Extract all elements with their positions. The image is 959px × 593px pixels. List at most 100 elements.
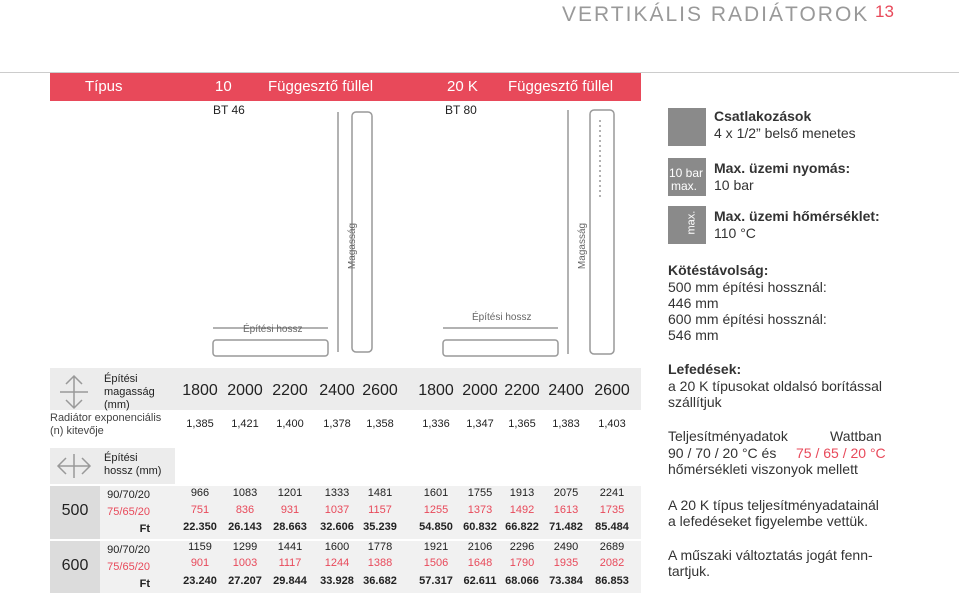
section-key-bg xyxy=(50,486,100,539)
icon-box xyxy=(668,108,706,146)
info-text: a 20 K típusokat oldalsó borítással xyxy=(668,378,883,394)
height-value: 2600 xyxy=(594,382,630,399)
cell-value: 1037 xyxy=(324,504,350,516)
cell-value: 2106 xyxy=(467,541,493,553)
exponent-value: 1,347 xyxy=(466,418,494,430)
exponent-value: 1,383 xyxy=(552,418,580,430)
row-label: Építési hossz (mm) xyxy=(104,452,162,478)
cell-value: 1299 xyxy=(232,541,258,553)
section-length: 500 xyxy=(61,502,89,519)
page-title: VERTIKÁLIS RADIÁTOROK xyxy=(562,3,870,26)
row-condition: 75/65/20 xyxy=(107,506,150,518)
dimension-label: Magasság xyxy=(577,222,589,270)
icon-box xyxy=(668,206,706,244)
cell-value: 68.066 xyxy=(505,575,539,587)
radiator-side xyxy=(351,111,373,353)
section-length: 600 xyxy=(61,557,89,574)
cell-value: 33.928 xyxy=(320,575,354,587)
cell-value: 2490 xyxy=(553,541,579,553)
info-title: Lefedések: xyxy=(668,361,742,377)
row-label: Építési magasság (mm) xyxy=(104,373,155,412)
top-rule xyxy=(0,72,959,73)
dimension-label: Magasság xyxy=(347,222,359,270)
cell-value: 22.350 xyxy=(183,521,217,533)
cell-value: 1157 xyxy=(368,504,392,516)
info-note: A 20 K típus teljesítményadatainál xyxy=(668,497,879,513)
cell-value: 1244 xyxy=(324,557,350,569)
icon-text: max. xyxy=(671,179,698,193)
info-text: 10 bar xyxy=(714,177,754,193)
cell-value: 23.240 xyxy=(183,575,217,587)
section-bg xyxy=(50,541,641,593)
height-value: 2000 xyxy=(227,382,263,399)
row-condition: 90/70/20 xyxy=(107,489,150,501)
height-value: 1800 xyxy=(182,382,218,399)
cell-value: 1755 xyxy=(467,487,493,499)
exponent-value: 1,385 xyxy=(186,418,214,430)
cell-value: 1778 xyxy=(367,541,393,553)
cell-value: 1441 xyxy=(277,541,303,553)
cell-value: 901 xyxy=(190,557,210,569)
section-key-bg xyxy=(50,541,100,593)
exponent-value: 1,358 xyxy=(366,418,394,430)
row-condition: 90/70/20 xyxy=(107,544,150,556)
info-title: Max. üzemi nyomás: xyxy=(714,160,851,176)
icon-text: 10 bar xyxy=(669,166,704,180)
cell-value: 85.484 xyxy=(595,521,629,533)
cell-value: 1600 xyxy=(324,541,350,553)
height-value: 2200 xyxy=(272,382,308,399)
arrow-icon xyxy=(60,374,88,410)
arrow-icon xyxy=(56,454,92,478)
radiator-front xyxy=(212,339,329,357)
cell-value: 57.317 xyxy=(419,575,453,587)
type-code: 10 xyxy=(215,78,232,95)
section-bg xyxy=(50,486,641,539)
info-text: 546 mm xyxy=(668,327,719,343)
cell-value: 1601 xyxy=(423,487,449,499)
cell-value: 1913 xyxy=(509,487,535,499)
cell-value: 751 xyxy=(190,504,210,516)
cell-value: 1373 xyxy=(467,504,493,516)
row-condition: Ft xyxy=(139,578,150,590)
cell-value: 966 xyxy=(190,487,210,499)
info-text: 500 mm építési hossznál: xyxy=(668,279,827,295)
row-condition: Ft xyxy=(139,523,150,535)
row-condition: 75/65/20 xyxy=(107,561,150,573)
exponent-value: 1,378 xyxy=(323,418,351,430)
dimension-label: Építési hossz xyxy=(243,324,303,335)
cell-value: 73.384 xyxy=(549,575,583,587)
model: BT 80 xyxy=(445,103,477,117)
height-value: 2600 xyxy=(362,382,398,399)
height-value: 2400 xyxy=(319,382,355,399)
cell-value: 35.239 xyxy=(363,521,397,533)
cell-value: 1790 xyxy=(509,557,535,569)
cell-value: 1613 xyxy=(553,504,579,516)
cell-value: 1481 xyxy=(367,487,393,499)
cell-value: 1921 xyxy=(423,541,449,553)
cell-value: 60.832 xyxy=(463,521,497,533)
height-row-bg xyxy=(50,368,641,410)
cell-value: 1201 xyxy=(277,487,303,499)
cell-value: 71.482 xyxy=(549,521,583,533)
info-title: Kötéstávolság: xyxy=(668,262,769,278)
info-unit: Wattban xyxy=(830,428,882,444)
cell-value: 1083 xyxy=(232,487,258,499)
cell-value: 1735 xyxy=(599,504,625,516)
cell-value: 1255 xyxy=(423,504,449,516)
type-band xyxy=(50,73,641,101)
cell-value: 27.207 xyxy=(228,575,262,587)
cell-value: 29.844 xyxy=(273,575,307,587)
height-value: 2000 xyxy=(462,382,498,399)
cell-value: 62.611 xyxy=(463,575,497,587)
radiator-front xyxy=(442,339,559,357)
row-label: Radiátor exponenciális (n) kitevője xyxy=(50,412,162,438)
cell-value: 1648 xyxy=(467,557,493,569)
cell-value: 26.143 xyxy=(228,521,262,533)
radiator-side xyxy=(589,109,615,355)
model: BT 46 xyxy=(213,103,245,117)
info-title: Csatlakozások xyxy=(714,108,812,124)
cell-value: 2075 xyxy=(553,487,579,499)
info-note: a lefedéseket figyelembe vettük. xyxy=(668,513,869,529)
dimension-label: Építési hossz xyxy=(472,312,532,323)
cell-value: 1117 xyxy=(278,557,302,569)
